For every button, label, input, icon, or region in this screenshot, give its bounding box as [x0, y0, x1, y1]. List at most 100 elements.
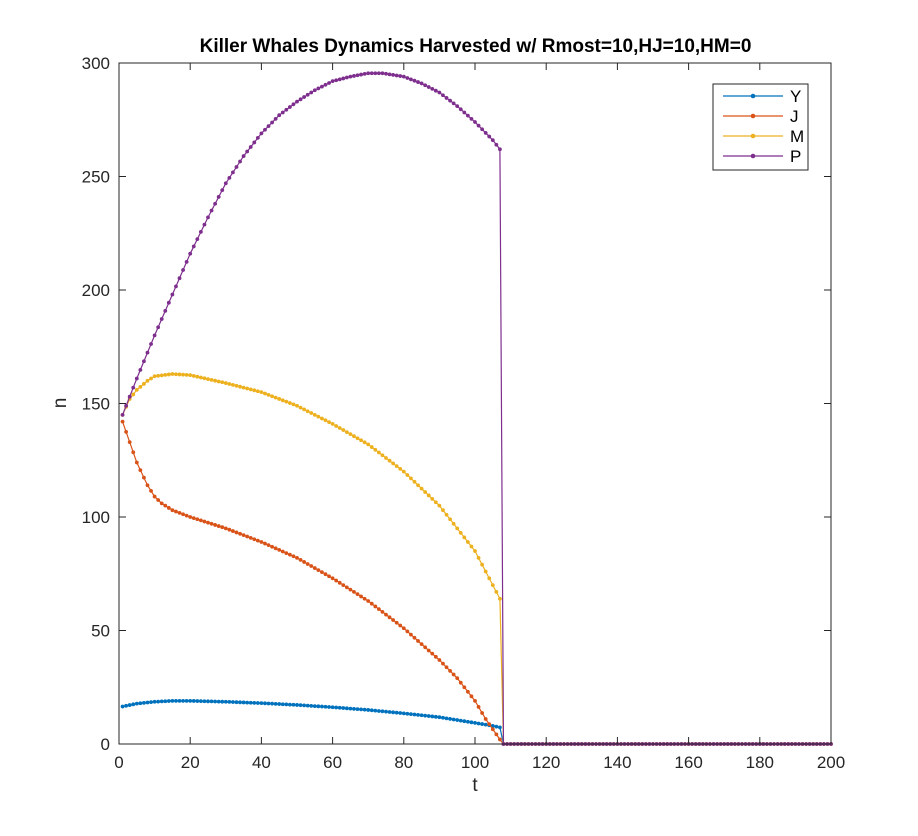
data-point — [462, 685, 467, 690]
data-point — [223, 526, 228, 531]
data-point — [441, 93, 445, 98]
data-point — [430, 714, 435, 719]
y-tick-label: 300 — [82, 54, 110, 73]
data-point — [451, 717, 456, 722]
data-point — [156, 699, 161, 704]
data-point — [263, 701, 267, 706]
data-point — [195, 699, 200, 703]
data-point — [426, 648, 431, 653]
data-point — [120, 412, 125, 417]
y-axis-label: n — [50, 398, 71, 409]
data-point — [209, 699, 214, 704]
legend-label-p: P — [790, 147, 801, 166]
data-point — [337, 705, 342, 710]
data-point — [458, 530, 463, 535]
data-point — [291, 402, 296, 407]
data-point — [380, 71, 385, 76]
data-point — [376, 607, 381, 612]
data-point — [327, 81, 331, 85]
data-point — [366, 442, 371, 447]
data-point — [483, 717, 488, 721]
data-point — [280, 398, 285, 403]
data-point — [380, 609, 385, 614]
data-point — [234, 530, 239, 535]
data-point — [312, 412, 317, 417]
data-point — [401, 74, 406, 79]
data-point — [366, 71, 371, 76]
data-point — [159, 317, 164, 321]
legend-label-j: J — [790, 107, 799, 126]
data-point — [483, 131, 488, 135]
data-point — [241, 154, 246, 158]
data-point — [373, 708, 378, 713]
data-point — [163, 373, 168, 377]
data-point — [248, 387, 253, 392]
data-point — [362, 596, 367, 601]
data-point — [170, 508, 175, 513]
data-point — [451, 672, 456, 677]
data-point — [387, 72, 392, 77]
data-point — [238, 700, 242, 705]
data-point — [359, 594, 363, 599]
plot-area — [119, 63, 831, 744]
data-point — [494, 142, 499, 147]
data-point — [198, 518, 203, 523]
data-point — [476, 123, 481, 128]
data-point — [198, 229, 203, 234]
data-point — [159, 699, 164, 704]
data-point — [323, 82, 328, 87]
data-point — [337, 426, 342, 430]
data-point — [166, 699, 171, 703]
data-point — [309, 411, 314, 415]
data-point — [134, 701, 139, 706]
data-point — [152, 374, 157, 379]
data-point — [291, 102, 296, 107]
data-point — [131, 450, 136, 455]
data-point — [238, 159, 242, 164]
data-point — [473, 698, 477, 703]
x-tick-label: 120 — [532, 753, 560, 772]
data-point — [384, 71, 388, 76]
data-point — [352, 74, 356, 78]
data-point — [359, 72, 363, 77]
data-point — [465, 719, 470, 724]
data-point — [124, 429, 129, 434]
data-point — [423, 713, 428, 718]
data-point — [337, 580, 342, 585]
data-point — [142, 381, 146, 386]
data-point — [448, 669, 452, 673]
data-point — [134, 376, 139, 381]
data-point — [416, 80, 420, 84]
data-point — [238, 531, 242, 536]
data-point — [352, 434, 356, 439]
data-point — [255, 389, 260, 394]
data-point — [284, 551, 289, 555]
data-point — [359, 438, 363, 443]
x-tick-label: 100 — [461, 753, 489, 772]
x-tick-label: 200 — [817, 753, 845, 772]
data-point — [444, 512, 449, 517]
data-point — [323, 418, 328, 423]
data-point — [430, 86, 435, 91]
data-point — [498, 725, 502, 730]
data-point — [426, 714, 431, 718]
data-point — [277, 548, 282, 552]
data-point — [295, 99, 299, 104]
data-point — [238, 384, 242, 389]
x-tick-label: 80 — [394, 753, 413, 772]
data-point — [480, 722, 485, 726]
data-point — [476, 705, 481, 709]
data-point — [455, 676, 460, 681]
data-point — [455, 526, 460, 531]
data-point — [177, 698, 182, 703]
data-point — [323, 704, 328, 709]
data-point — [241, 700, 246, 705]
data-point — [312, 566, 317, 570]
data-point — [206, 520, 210, 525]
data-point — [191, 244, 196, 249]
data-point — [469, 694, 474, 699]
data-point — [490, 583, 495, 587]
data-point — [231, 382, 235, 387]
data-point — [295, 403, 299, 408]
data-point — [316, 414, 321, 419]
